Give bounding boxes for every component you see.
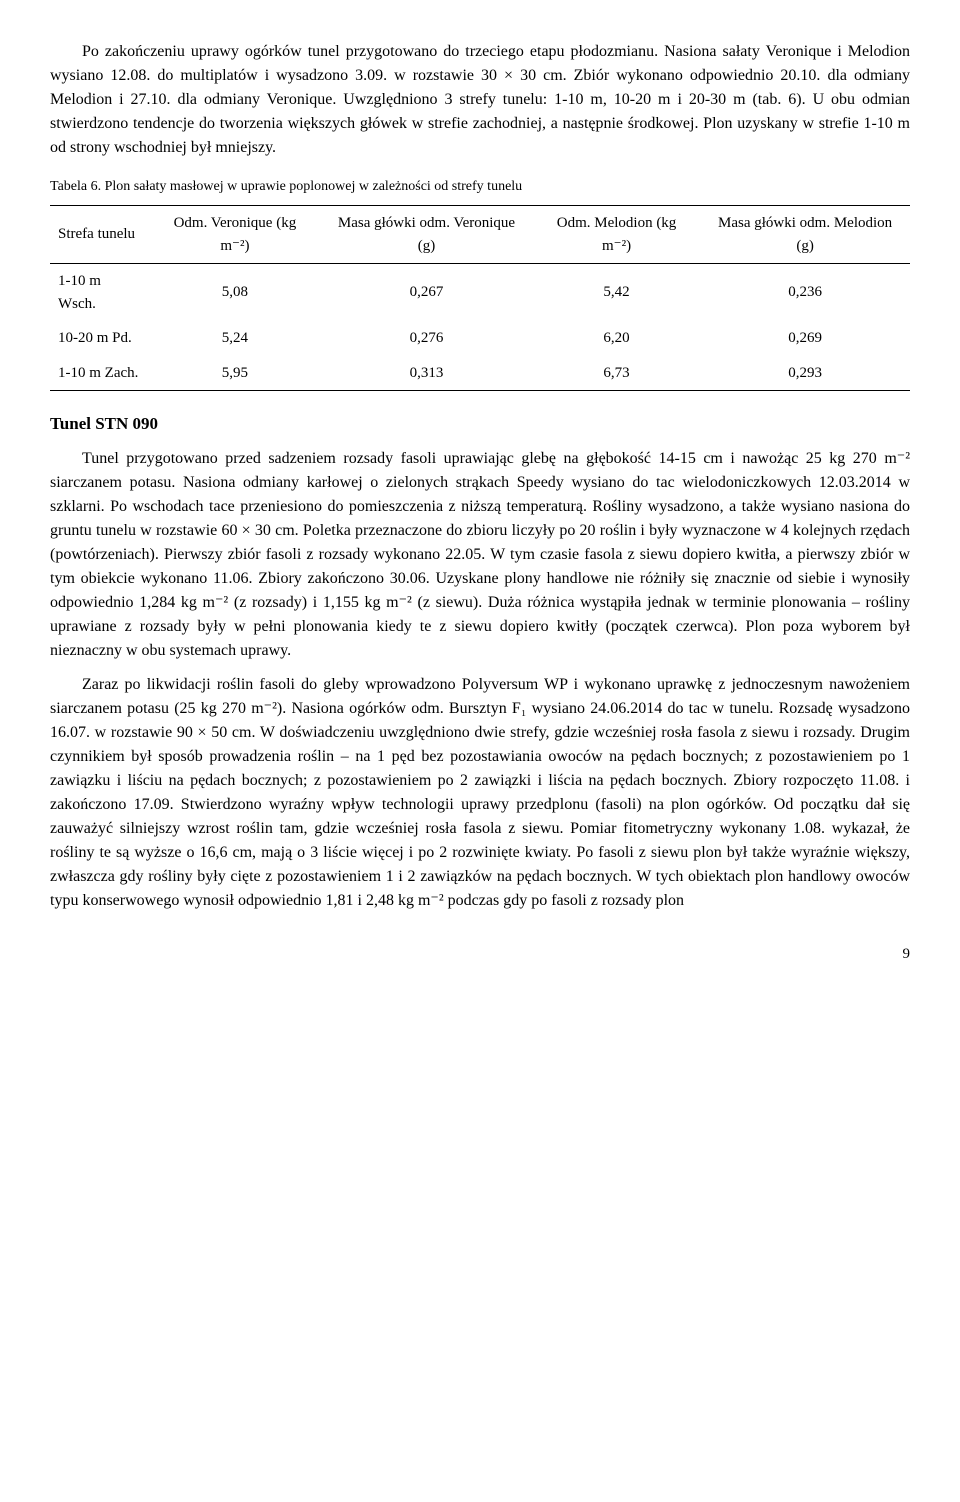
cell: 0,269 <box>700 321 910 356</box>
cell: 10-20 m Pd. <box>50 321 150 356</box>
cell: 0,267 <box>320 264 533 322</box>
cell: 5,24 <box>150 321 320 356</box>
col-veronique-yield: Odm. Veronique (kg m⁻²) <box>150 206 320 264</box>
cell: 6,20 <box>533 321 700 356</box>
table-row: 1-10 m Wsch. 5,08 0,267 5,42 0,236 <box>50 264 910 322</box>
table-row: 1-10 m Zach. 5,95 0,313 6,73 0,293 <box>50 356 910 391</box>
table-row: 10-20 m Pd. 5,24 0,276 6,20 0,269 <box>50 321 910 356</box>
cell: 0,313 <box>320 356 533 391</box>
paragraph-2: Tunel przygotowano przed sadzeniem rozsa… <box>50 447 910 663</box>
cell: 5,08 <box>150 264 320 322</box>
lettuce-yield-table: Strefa tunelu Odm. Veronique (kg m⁻²) Ma… <box>50 205 910 391</box>
col-zone: Strefa tunelu <box>50 206 150 264</box>
cell: 0,293 <box>700 356 910 391</box>
cell: 5,42 <box>533 264 700 322</box>
table-caption: Tabela 6. Plon sałaty masłowej w uprawie… <box>50 176 910 197</box>
paragraph-1: Po zakończeniu uprawy ogórków tunel przy… <box>50 40 910 160</box>
paragraph-3: Zaraz po likwidacji roślin fasoli do gle… <box>50 673 910 913</box>
page-number: 9 <box>50 943 910 966</box>
col-melodion-head: Masa główki odm. Melodion (g) <box>700 206 910 264</box>
cell: 1-10 m Zach. <box>50 356 150 391</box>
section-heading: Tunel STN 090 <box>50 411 910 437</box>
cell: 6,73 <box>533 356 700 391</box>
col-melodion-yield: Odm. Melodion (kg m⁻²) <box>533 206 700 264</box>
cell: 1-10 m Wsch. <box>50 264 150 322</box>
cell: 0,276 <box>320 321 533 356</box>
cell: 0,236 <box>700 264 910 322</box>
cell: 5,95 <box>150 356 320 391</box>
table-header-row: Strefa tunelu Odm. Veronique (kg m⁻²) Ma… <box>50 206 910 264</box>
col-veronique-head: Masa główki odm. Veronique (g) <box>320 206 533 264</box>
